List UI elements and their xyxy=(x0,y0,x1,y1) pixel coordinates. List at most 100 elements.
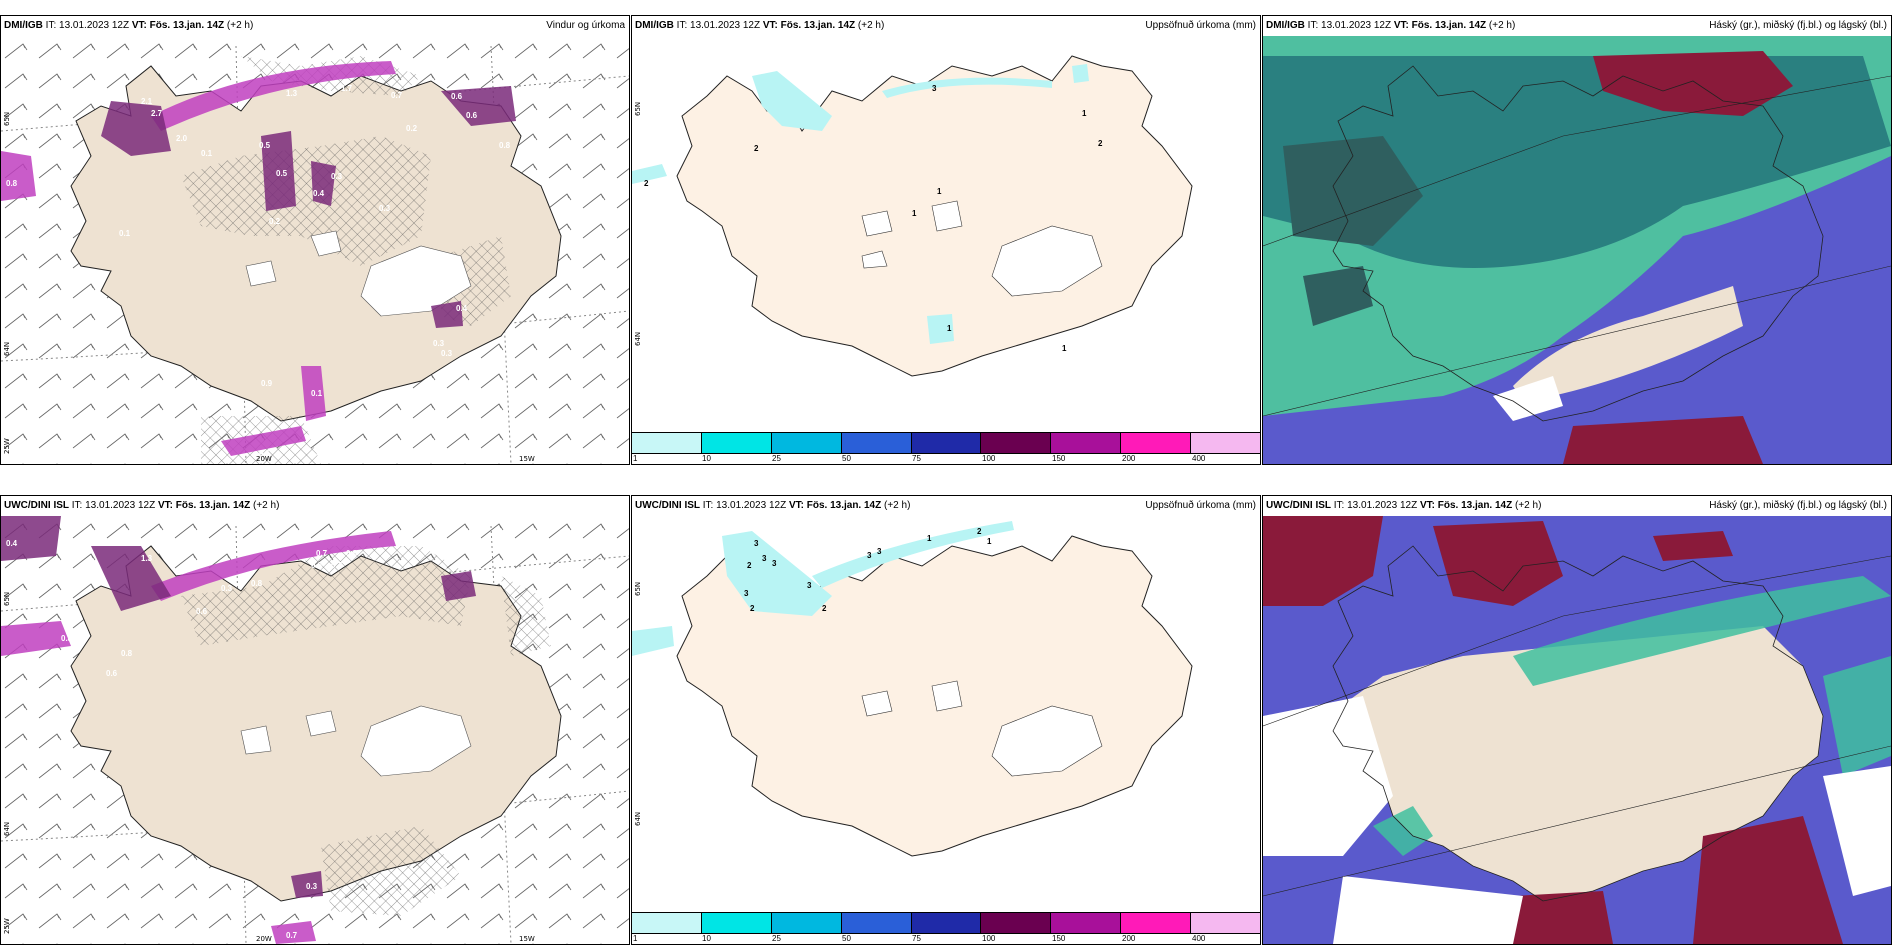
vt-value: Fös. 13.jan. 14Z xyxy=(1437,500,1513,511)
precip-value: 0.2 xyxy=(269,217,281,226)
lon-label: 15W xyxy=(519,935,535,943)
precip-value: 0.3 xyxy=(306,882,318,891)
precip-value: 2 xyxy=(754,144,759,153)
map-clouds[interactable] xyxy=(1263,516,1891,944)
panel-uwc-wind: UWC/DINI ISL IT: 13.01.2023 12Z VT: Fös.… xyxy=(0,495,630,945)
it-label: IT: xyxy=(45,20,57,31)
colorbar-segment xyxy=(1051,913,1122,933)
colorbar-label: 1 xyxy=(633,454,638,463)
colorbar-segment xyxy=(1051,433,1122,453)
vt-label: VT: xyxy=(131,20,147,31)
it-value: 13.01.2023 12Z xyxy=(85,500,156,511)
land-visible xyxy=(1333,626,1823,901)
colorbar-label: 400 xyxy=(1192,454,1206,463)
precip-area xyxy=(812,521,1014,588)
map-precip[interactable]: 1 2 1 3 3 3 3 3 2 3 2 3 2 65N 64N xyxy=(632,516,1260,944)
it-value: 13.01.2023 12Z xyxy=(59,20,130,31)
precip-value: 1 xyxy=(987,537,992,546)
cloud-layer xyxy=(1263,696,1393,856)
offset: (+2 h) xyxy=(226,20,254,31)
vt-label: VT: xyxy=(157,500,173,511)
cloud-layer xyxy=(1493,376,1563,421)
precip-value: 3 xyxy=(877,547,882,556)
precip-value: 2 xyxy=(644,179,649,188)
precip-value: 0.6 xyxy=(451,92,463,101)
panel-header: DMI/IGB IT: 13.01.2023 12Z VT: Fös. 13.j… xyxy=(632,16,1260,36)
glacier xyxy=(305,710,337,737)
border-line xyxy=(1263,745,1891,897)
precip-value: 3 xyxy=(867,551,872,560)
colorbar-segment xyxy=(701,433,772,453)
map-precip[interactable]: 3 2 2 1 1 2 1 1 1 65N 64N xyxy=(632,36,1260,464)
it-label: IT: xyxy=(1333,500,1345,511)
precip-value: 2.7 xyxy=(151,109,163,118)
precip-area xyxy=(301,366,326,421)
precip-value: 1 xyxy=(937,187,942,196)
colorbar-label: 200 xyxy=(1122,934,1136,943)
colorbar-label: 1 xyxy=(633,934,638,943)
glacier xyxy=(931,200,963,232)
offset: (+2 h) xyxy=(857,20,885,31)
colorbar-segment xyxy=(841,913,912,933)
precip-area xyxy=(1,151,36,201)
precip-value: 0.5 xyxy=(259,141,271,150)
colorbar-labels: 1 10 25 50 75 100 150 200 400 xyxy=(632,454,1260,464)
colorbar-segment xyxy=(911,433,982,453)
precip-value: 0.3 xyxy=(221,584,233,593)
precip-value: 1 xyxy=(947,324,952,333)
precip-value: 2 xyxy=(822,604,827,613)
vt-value: Fös. 13.jan. 14Z xyxy=(175,500,251,511)
cloud-layer xyxy=(1503,891,1613,944)
panel-dmi-clouds: DMI/IGB IT: 13.01.2023 12Z VT: Fös. 13.j… xyxy=(1262,15,1892,465)
precip-value: 0.8 xyxy=(121,649,133,658)
colorbar-label: 50 xyxy=(842,934,851,943)
precip-area xyxy=(311,161,336,206)
precip-value: 0.6 xyxy=(106,669,118,678)
precip-value: 0.4 xyxy=(313,189,325,198)
precip-area xyxy=(101,101,171,156)
model-name: DMI/IGB xyxy=(1266,20,1305,31)
glacier xyxy=(931,680,963,712)
colorbar-label: 400 xyxy=(1192,934,1206,943)
border-line xyxy=(1263,555,1891,727)
map-wind[interactable]: 0.8 2.1 2.7 2.0 1.3 1.7 0.7 0.6 0.6 0.3 … xyxy=(1,36,629,464)
glacier xyxy=(245,260,277,287)
model-name: UWC/DINI ISL xyxy=(1266,500,1331,511)
colorbar-segment xyxy=(911,913,982,933)
precip-value: 3 xyxy=(762,554,767,563)
precip-value: 2 xyxy=(1098,139,1103,148)
panel-header: UWC/DINI ISL IT: 13.01.2023 12Z VT: Fös.… xyxy=(632,496,1260,516)
panel-dmi-precip: DMI/IGB IT: 13.01.2023 12Z VT: Fös. 13.j… xyxy=(631,15,1261,465)
cloud-layer xyxy=(1303,266,1373,326)
hatch-area xyxy=(501,576,551,656)
lat-label: 64N xyxy=(3,342,11,356)
wind-map-svg: 0.8 2.1 2.7 2.0 1.3 1.7 0.7 0.6 0.6 0.3 … xyxy=(1,36,629,464)
vt-label: VT: xyxy=(788,500,804,511)
lat-label: 64N xyxy=(3,822,11,836)
precip-value: 0.6 xyxy=(196,607,208,616)
colorbar-segment xyxy=(632,433,702,453)
precip-colorbar xyxy=(632,432,1260,454)
colorbar-label: 10 xyxy=(702,934,711,943)
offset: (+2 h) xyxy=(253,500,280,511)
precip-value: 0.8 xyxy=(6,179,18,188)
colorbar-label: 75 xyxy=(912,934,921,943)
map-clouds[interactable] xyxy=(1263,36,1891,464)
lat-64-line xyxy=(1,790,629,842)
model-name: DMI/IGB xyxy=(635,20,674,31)
precip-value: 0.8 xyxy=(251,579,263,588)
precip-value: 0.1 xyxy=(259,449,271,458)
it-value: 13.01.2023 12Z xyxy=(1321,20,1392,31)
colorbar-segment xyxy=(771,433,842,453)
precip-value: 0.8 xyxy=(311,561,323,570)
precip-area xyxy=(927,314,954,344)
precip-area xyxy=(632,626,674,656)
precip-value: 0.3 xyxy=(433,339,445,348)
precip-value: 1.3 xyxy=(141,554,153,563)
cloud-layer xyxy=(1693,816,1843,944)
map-wind[interactable]: 0.4 0.8 0.7 0.7 0.8 0.3 0.8 1.3 0.8 0.8 … xyxy=(1,516,629,944)
cloud-layer xyxy=(1823,656,1891,776)
cloud-layer xyxy=(1593,51,1793,116)
cloud-layer xyxy=(1823,766,1891,896)
precip-value: 1 xyxy=(1082,109,1087,118)
